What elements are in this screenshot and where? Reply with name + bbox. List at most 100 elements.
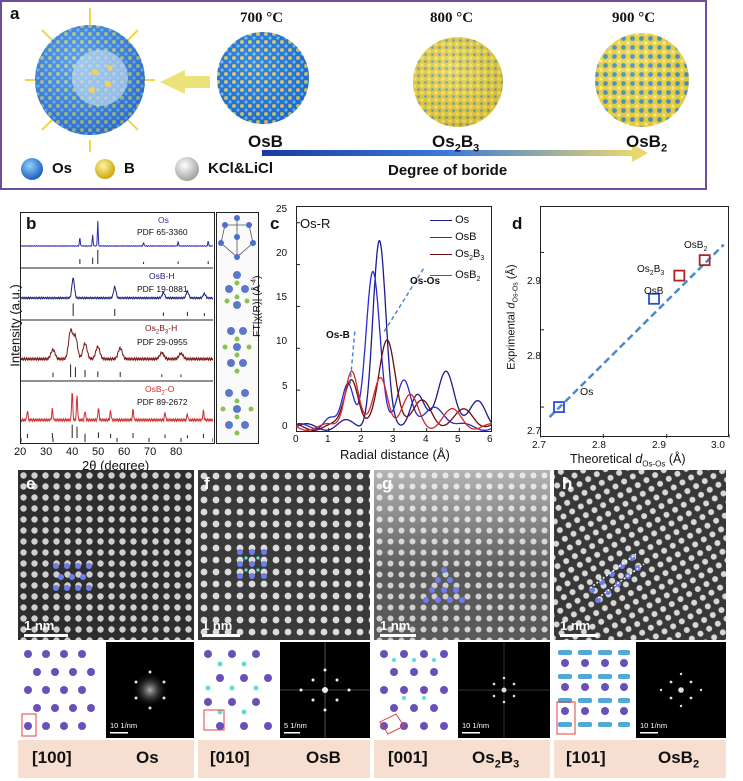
haadf-image-h: h 1 nm: [554, 470, 726, 640]
xrd-label-osb-h: OsB-H: [149, 271, 175, 281]
haadf-lattice-h: [554, 470, 726, 640]
exafs-ytick-10: 10: [276, 336, 288, 347]
exafs-xtick-3: 3: [390, 434, 396, 445]
panel-letter-b: b: [26, 214, 37, 233]
scatter-point-3: [698, 254, 711, 267]
scatter-ytick-29: 2.9: [527, 276, 541, 287]
degree-of-boride-label: Degree of boride: [388, 162, 508, 179]
scatter-point-1: [648, 292, 660, 305]
exafs-xtick-5: 5: [455, 434, 461, 445]
fft-scale-f: 5 1/nm: [284, 721, 307, 730]
exafs-ylabel: FT|χ(R)| (Å-4): [250, 275, 264, 338]
scatter-xtick-27: 2.7: [532, 440, 546, 451]
zone-axis-e: [100]: [32, 748, 72, 767]
legend-kcl-licl: KCl&LiCl: [208, 160, 273, 177]
exafs-xtick-6: 6: [487, 434, 493, 445]
panel-letter-c: c: [270, 214, 280, 233]
haadf-lattice-g: [374, 470, 550, 640]
atom-model-e: [18, 642, 104, 738]
zone-axis-h: [101]: [566, 748, 606, 767]
panel-a-illustration: [21, 8, 689, 181]
legend-b: B: [124, 160, 135, 177]
xrd-xtick-50: 50: [92, 446, 105, 458]
panel-letter-e: e: [26, 474, 36, 493]
material-h: OsB2: [658, 748, 700, 771]
atom-model-f: [198, 642, 278, 738]
os-os-pointer: [383, 268, 425, 332]
scatter-ytick-28: 2.8: [527, 351, 541, 362]
temp-900: 900 °C: [612, 10, 656, 26]
exafs-xtick-2: 2: [358, 434, 364, 445]
xrd-pdf-os2b3: PDF 29-0955: [137, 337, 188, 347]
fft-image-f: 5 1/nm: [280, 642, 370, 738]
panel-letter-d: d: [512, 214, 523, 233]
xrd-trace-3: [21, 392, 213, 423]
panel-a: a: [0, 0, 707, 190]
zone-axis-f: [010]: [210, 748, 250, 767]
annotation-os-b: Os-B: [326, 330, 350, 341]
scatter-plot: [540, 206, 730, 438]
material-f: OsB: [306, 748, 341, 767]
xrd-xtick-20: 20: [14, 446, 27, 458]
exafs-ytick-20: 20: [276, 248, 288, 259]
scale-bar-g: 1 nm: [380, 618, 411, 633]
exafs-plot: [296, 206, 492, 432]
scatter-ylabel: Exprimental dOs-Os (Å): [505, 264, 520, 370]
xrd-pdf-os: PDF 65-3360: [137, 227, 188, 237]
exafs-legend-os: Os: [430, 212, 484, 229]
os-b-pointer: [349, 331, 356, 387]
xrd-ylabel: Intensity (a.u.): [7, 284, 23, 367]
scatter-xtick-28: 2.8: [592, 440, 606, 451]
os-legend-ball: [21, 158, 43, 180]
fft-scale-h: 10 1/nm: [640, 721, 668, 730]
phase-osb2: OsB2: [626, 132, 668, 155]
exafs-curve-1: [296, 270, 492, 431]
fft-scale-g: 10 1/nm: [462, 721, 490, 730]
scatter-point-0: [553, 401, 565, 413]
xrd-trace-1: [21, 277, 213, 301]
xrd-svg: [21, 220, 213, 442]
xrd-trace-0: [21, 220, 213, 247]
scatter-xlabel: Theoretical dOs-Os (Å): [570, 452, 686, 469]
xrd-xtick-80: 80: [170, 446, 183, 458]
scale-bar-h: 1 nm: [560, 618, 591, 633]
fft-image-e: 10 1/nm: [106, 642, 194, 738]
scale-bar-f: 1 nm: [202, 618, 233, 633]
panel-letter-a: a: [10, 4, 20, 23]
panel-letter-h: h: [562, 474, 573, 493]
fft-image-g: 10 1/nm: [458, 642, 550, 738]
crystal-structures-column: [216, 212, 259, 444]
label-bar-e: [100] Os: [18, 740, 194, 778]
exafs-legend-osb2: OsB2: [430, 267, 484, 288]
haadf-image-g: g 1 nm: [374, 470, 550, 640]
scatter-ytick-27: 2.7: [527, 426, 541, 437]
exafs-ytick-25: 25: [276, 204, 288, 215]
scale-bar-e: 1 nm: [24, 618, 55, 633]
xrd-xtick-70: 70: [144, 446, 157, 458]
xrd-xlabel: 2θ (degree): [82, 458, 150, 473]
precursor-particle: [25, 8, 155, 152]
label-bar-f: [010] OsB: [198, 740, 370, 778]
phase-osb: OsB: [248, 132, 283, 151]
haadf-lattice-f: [198, 470, 370, 640]
exafs-legend: Os OsB Os2B3 OsB2: [430, 212, 484, 288]
xrd-xtick-40: 40: [66, 446, 79, 458]
fft-image-h: 10 1/nm: [636, 642, 726, 738]
material-e: Os: [136, 748, 159, 767]
xrd-label-os: Os: [158, 215, 169, 225]
haadf-lattice-e: [18, 470, 194, 640]
xrd-pdf-osb: PDF 19-0881: [137, 284, 188, 294]
material-g: Os2B3: [472, 748, 520, 771]
haadf-image-e: e 1 nm: [18, 470, 194, 640]
kcl-licl-legend-ball: [175, 157, 199, 181]
annotation-os-os: Os-Os: [410, 276, 441, 287]
atom-model-g: [374, 642, 456, 738]
panel-letter-g: g: [382, 474, 393, 493]
scatter-point-2: [673, 269, 686, 282]
exafs-xlabel: Radial distance (Å): [340, 447, 450, 462]
xrd-xtick-30: 30: [40, 446, 53, 458]
temp-800: 800 °C: [430, 10, 474, 26]
exafs-legend-osb: OsB: [430, 229, 484, 246]
xrd-label-os2b3-h: Os2B3-H: [145, 323, 178, 336]
scatter-xtick-30: 3.0: [711, 440, 725, 451]
